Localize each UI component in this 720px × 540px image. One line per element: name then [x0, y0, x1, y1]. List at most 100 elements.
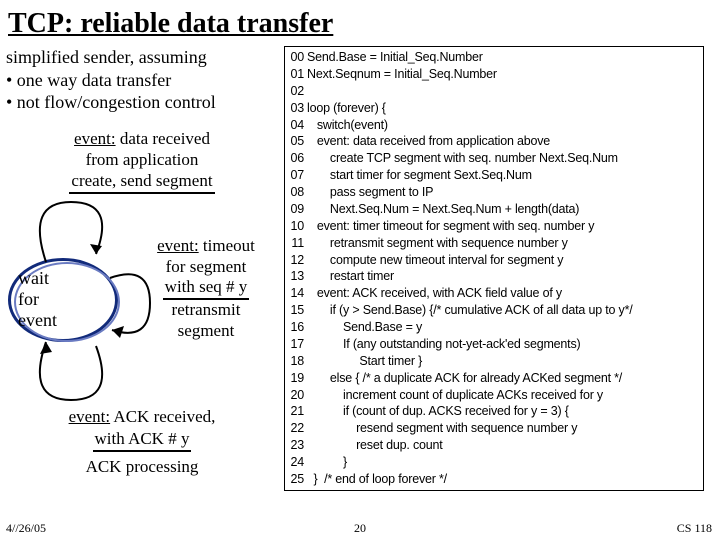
line-number: 22	[287, 420, 307, 437]
line-text: event: data received from application ab…	[307, 133, 699, 150]
line-text: switch(event)	[307, 117, 699, 134]
event-timeout: event: timeout for segment with seq # y …	[136, 236, 276, 341]
line-text: Start timer }	[307, 353, 699, 370]
code-line: 21 if (count of dup. ACKS received for y…	[287, 403, 699, 420]
state-wait-for-event: wait for event	[18, 266, 104, 332]
line-number: 00	[287, 49, 307, 66]
code-line: 01Next.Seqnum = Initial_Seq.Number	[287, 66, 699, 83]
timeout-t2: for segment	[136, 257, 276, 277]
content-area: simplified sender, assuming • one way da…	[0, 46, 720, 491]
line-number: 19	[287, 370, 307, 387]
event-data-received: event: data received from application cr…	[6, 128, 278, 195]
line-number: 21	[287, 403, 307, 420]
code-line: 02	[287, 83, 699, 100]
line-number: 05	[287, 133, 307, 150]
intro-lead: simplified sender, assuming	[6, 46, 278, 69]
footer-date: 4//26/05	[6, 521, 46, 536]
pseudocode-box: 00Send.Base = Initial_Seq.Number01Next.S…	[284, 46, 704, 491]
timeout-t3: with seq # y	[163, 277, 250, 300]
line-number: 10	[287, 218, 307, 235]
code-line: 12 compute new timeout interval for segm…	[287, 252, 699, 269]
line-text	[307, 83, 699, 100]
code-line: 09 Next.Seq.Num = Next.Seq.Num + length(…	[287, 201, 699, 218]
line-text: if (y > Send.Base) {/* cumulative ACK of…	[307, 302, 699, 319]
timeout-a1: retransmit	[136, 300, 276, 320]
intro-bullet-1: • one way data transfer	[6, 69, 278, 92]
event-text-2: from application	[6, 149, 278, 170]
ack-action: ACK processing	[6, 456, 278, 477]
line-number: 06	[287, 150, 307, 167]
code-line: 19 else { /* a duplicate ACK for already…	[287, 370, 699, 387]
code-line: 16 Send.Base = y	[287, 319, 699, 336]
intro-bullet-2: • not flow/congestion control	[6, 91, 278, 114]
code-line: 00Send.Base = Initial_Seq.Number	[287, 49, 699, 66]
line-number: 02	[287, 83, 307, 100]
line-number: 08	[287, 184, 307, 201]
page-title: TCP: reliable data transfer	[0, 0, 720, 46]
code-line: 22 resend segment with sequence number y	[287, 420, 699, 437]
footer-course: CS 118	[677, 521, 712, 536]
line-text: if (count of dup. ACKS received for y = …	[307, 403, 699, 420]
code-line: 25 } /* end of loop forever */	[287, 471, 699, 488]
event-ack-received: event: ACK received, with ACK # y ACK pr…	[6, 406, 278, 477]
state-l3: event	[18, 310, 104, 331]
line-text: reset dup. count	[307, 437, 699, 454]
code-line: 14 event: ACK received, with ACK field v…	[287, 285, 699, 302]
code-line: 04 switch(event)	[287, 117, 699, 134]
line-text: event: timer timeout for segment with se…	[307, 218, 699, 235]
line-text: start timer for segment Sext.Seq.Num	[307, 167, 699, 184]
footer-page: 20	[354, 521, 366, 536]
left-column: simplified sender, assuming • one way da…	[6, 46, 278, 491]
line-text: Next.Seq.Num = Next.Seq.Num + length(dat…	[307, 201, 699, 218]
line-text: loop (forever) {	[307, 100, 699, 117]
line-number: 12	[287, 252, 307, 269]
code-line: 10 event: timer timeout for segment with…	[287, 218, 699, 235]
line-number: 20	[287, 387, 307, 404]
code-line: 03loop (forever) {	[287, 100, 699, 117]
timeout-label: event:	[157, 236, 199, 255]
line-text: pass segment to IP	[307, 184, 699, 201]
line-text: retransmit segment with sequence number …	[307, 235, 699, 252]
line-number: 23	[287, 437, 307, 454]
event-text-1: data received	[116, 129, 210, 148]
code-line: 23 reset dup. count	[287, 437, 699, 454]
line-number: 17	[287, 336, 307, 353]
ack-t2: with ACK # y	[93, 428, 192, 452]
line-number: 15	[287, 302, 307, 319]
line-number: 25	[287, 471, 307, 488]
event-action: create, send segment	[69, 170, 214, 194]
line-text: increment count of duplicate ACKs receiv…	[307, 387, 699, 404]
line-text: Next.Seqnum = Initial_Seq.Number	[307, 66, 699, 83]
line-text: restart timer	[307, 268, 699, 285]
code-line: 18 Start timer }	[287, 353, 699, 370]
intro-block: simplified sender, assuming • one way da…	[6, 46, 278, 114]
code-line: 20 increment count of duplicate ACKs rec…	[287, 387, 699, 404]
line-text: else { /* a duplicate ACK for already AC…	[307, 370, 699, 387]
line-number: 13	[287, 268, 307, 285]
line-text: resend segment with sequence number y	[307, 420, 699, 437]
line-number: 09	[287, 201, 307, 218]
line-number: 01	[287, 66, 307, 83]
line-number: 11	[287, 235, 307, 252]
line-text: }	[307, 454, 699, 471]
code-line: 17 If (any outstanding not-yet-ack'ed se…	[287, 336, 699, 353]
code-line: 15 if (y > Send.Base) {/* cumulative ACK…	[287, 302, 699, 319]
state-diagram: wait for event event: timeout for segmen…	[6, 202, 278, 402]
code-line: 11 retransmit segment with sequence numb…	[287, 235, 699, 252]
state-l2: for	[18, 289, 104, 310]
line-number: 07	[287, 167, 307, 184]
line-number: 03	[287, 100, 307, 117]
line-number: 24	[287, 454, 307, 471]
line-number: 16	[287, 319, 307, 336]
timeout-t1: timeout	[199, 236, 255, 255]
line-text: create TCP segment with seq. number Next…	[307, 150, 699, 167]
code-line: 08 pass segment to IP	[287, 184, 699, 201]
code-line: 06 create TCP segment with seq. number N…	[287, 150, 699, 167]
code-line: 05 event: data received from application…	[287, 133, 699, 150]
line-text: compute new timeout interval for segment…	[307, 252, 699, 269]
code-line: 07 start timer for segment Sext.Seq.Num	[287, 167, 699, 184]
line-number: 18	[287, 353, 307, 370]
line-number: 04	[287, 117, 307, 134]
line-text: Send.Base = y	[307, 319, 699, 336]
line-number: 14	[287, 285, 307, 302]
